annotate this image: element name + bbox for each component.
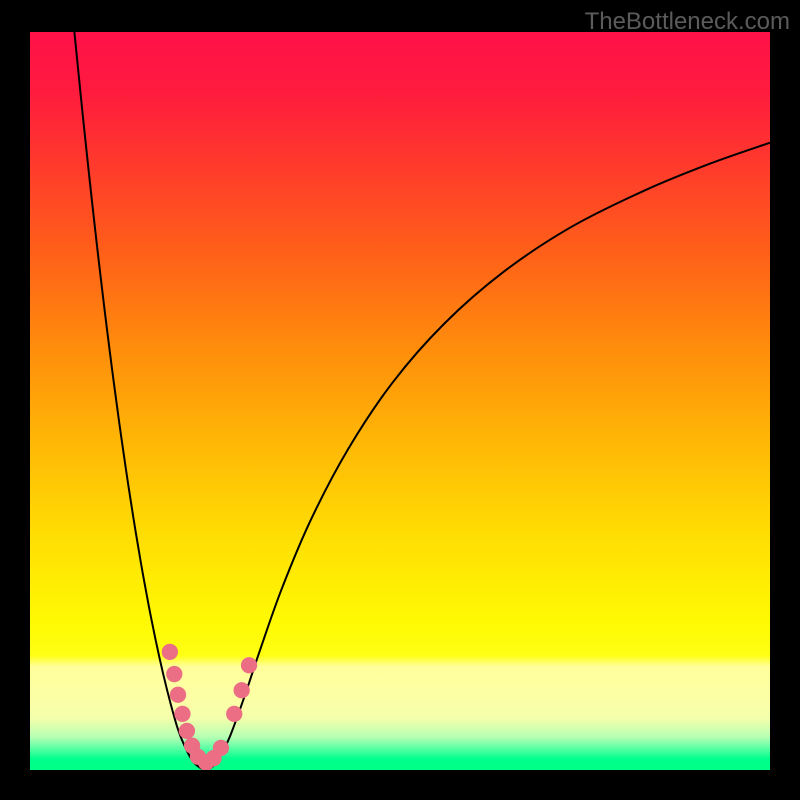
data-marker (174, 706, 190, 722)
data-marker (162, 644, 178, 660)
data-marker (213, 740, 229, 756)
data-marker (234, 682, 250, 698)
data-marker (226, 706, 242, 722)
bottleneck-chart (30, 32, 770, 770)
data-marker (166, 666, 182, 682)
data-marker (241, 657, 257, 673)
chart-background-gradient (30, 32, 770, 770)
data-marker (170, 687, 186, 703)
data-marker (179, 723, 195, 739)
